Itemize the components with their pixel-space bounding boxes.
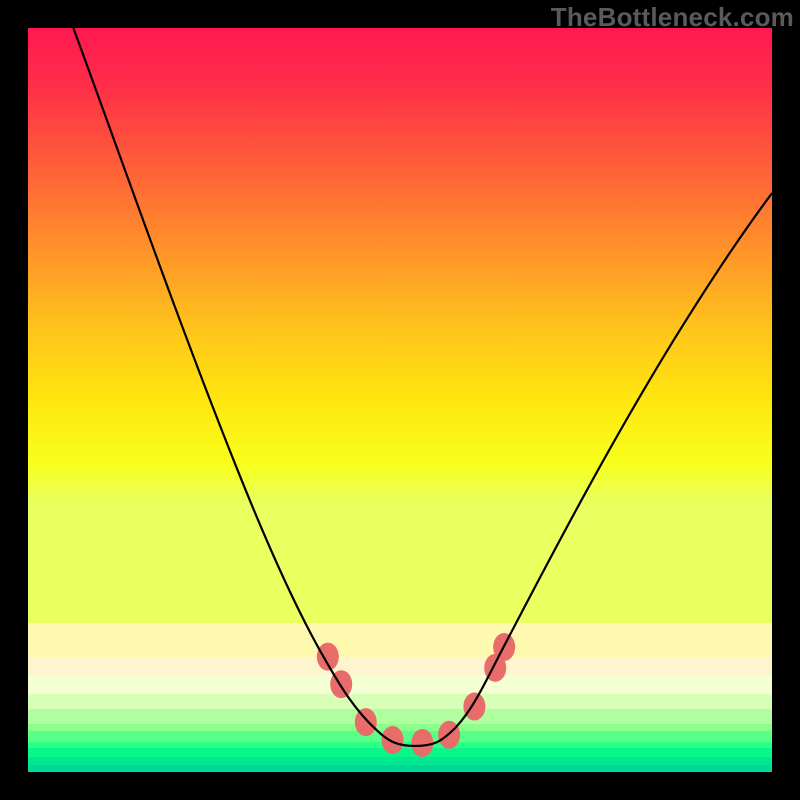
marker-3 [382,726,404,754]
plot-area [28,28,772,772]
marker-2 [355,708,377,736]
marker-6 [463,693,485,721]
marker-0 [317,643,339,671]
watermark: TheBottleneck.com [551,2,794,33]
bottleneck-curve [73,28,772,746]
curve-layer [28,28,772,772]
marker-4 [411,729,433,757]
